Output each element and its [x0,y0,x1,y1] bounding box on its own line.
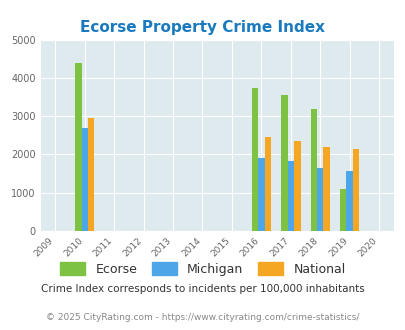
Bar [345,171,352,231]
Text: © 2025 CityRating.com - https://www.cityrating.com/crime-statistics/: © 2025 CityRating.com - https://www.city… [46,313,359,322]
Text: Ecorse Property Crime Index: Ecorse Property Crime Index [80,20,325,35]
Legend: Ecorse, Michigan, National: Ecorse, Michigan, National [56,259,349,280]
Bar [251,88,258,231]
Bar [88,118,94,231]
Bar [280,95,287,231]
Bar [81,128,88,231]
Bar [339,189,345,231]
Bar [352,149,358,231]
Bar [287,161,293,231]
Bar [75,63,81,231]
Bar [310,109,316,231]
Text: Crime Index corresponds to incidents per 100,000 inhabitants: Crime Index corresponds to incidents per… [41,284,364,294]
Bar [316,168,323,231]
Bar [293,141,300,231]
Bar [264,137,271,231]
Bar [258,157,264,231]
Bar [323,147,329,231]
